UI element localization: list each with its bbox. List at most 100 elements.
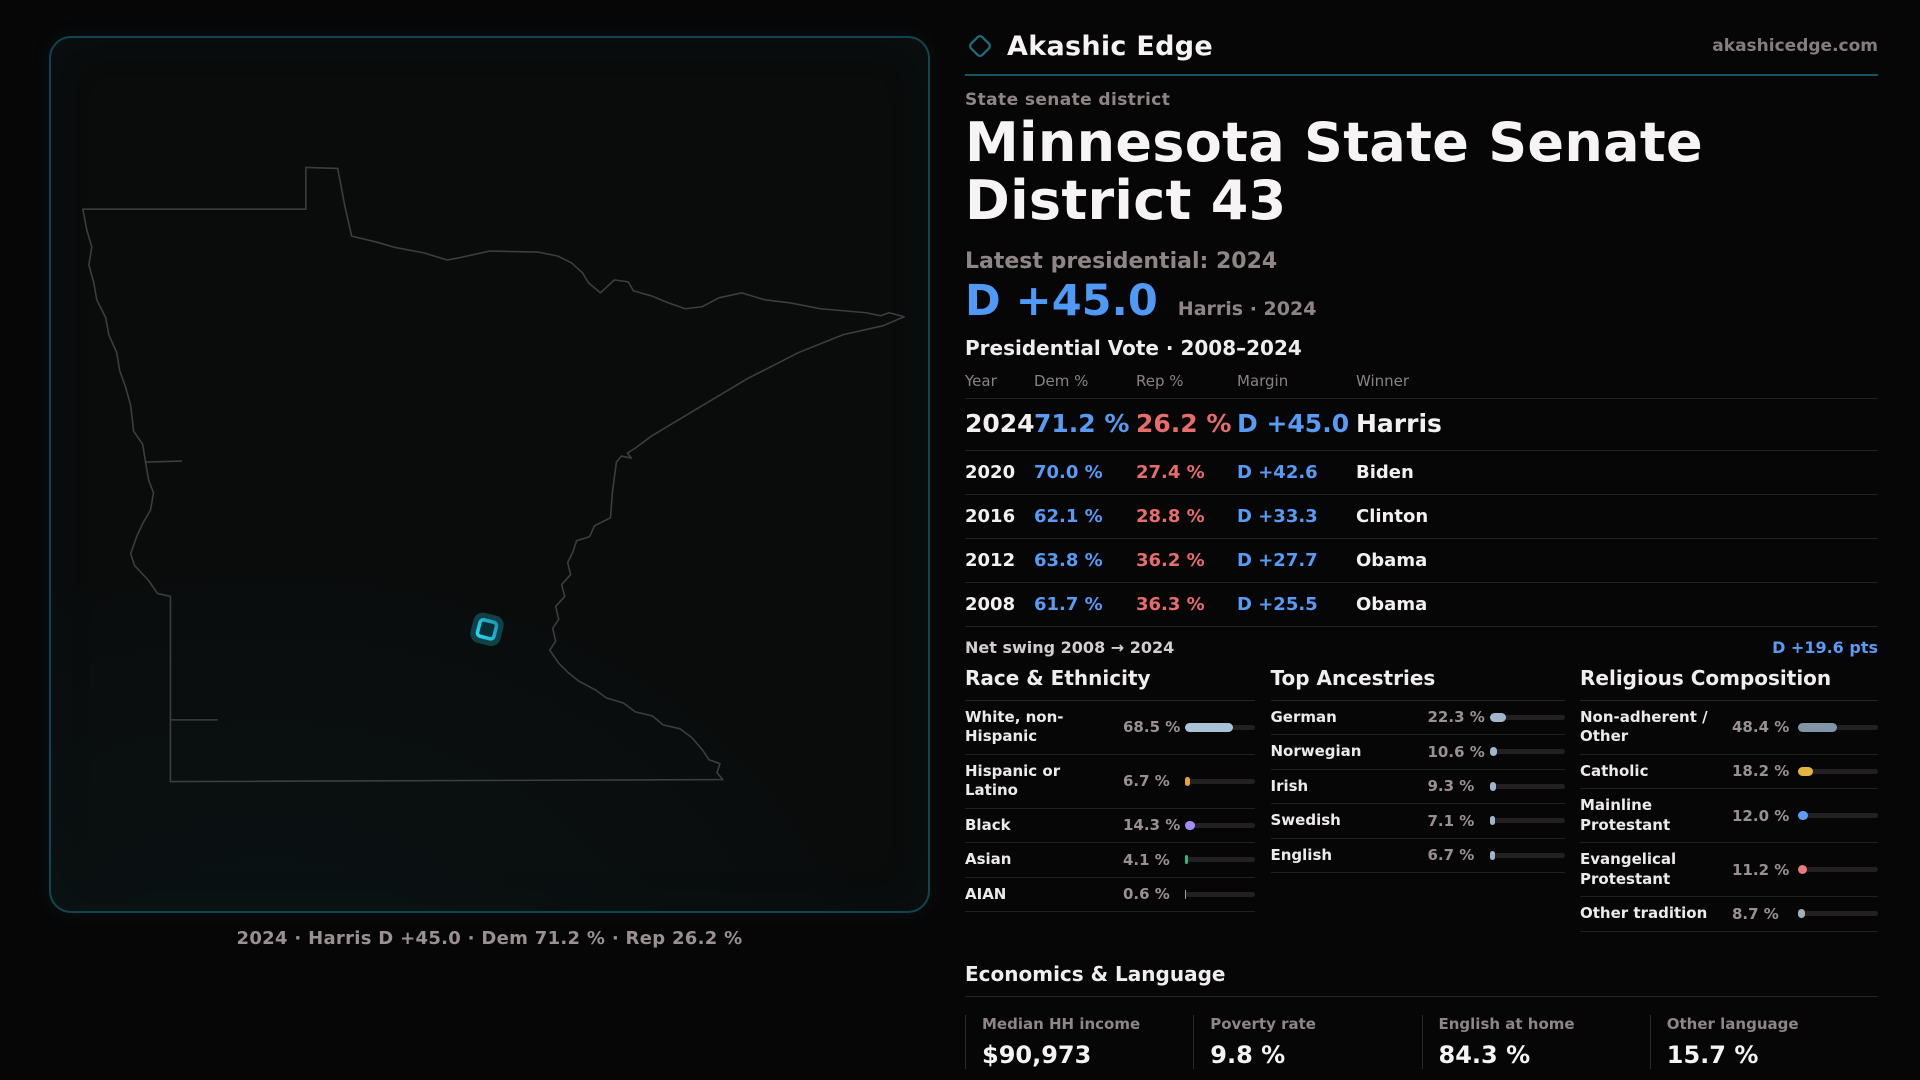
demo-bar-track (1489, 747, 1565, 757)
demo-value: 7.1 % (1427, 811, 1475, 830)
section-title-religious-composition: Religious Composition (1580, 666, 1878, 701)
demo-value: 14.3 % (1123, 816, 1181, 835)
demo-label: English (1270, 845, 1333, 864)
margin-value: D +45.0 (965, 275, 1158, 326)
econ-card-value: 15.7 % (1666, 1040, 1759, 1069)
vote-rep-pct: 36.3 % (1136, 593, 1205, 615)
vote-dem-pct: 63.8 % (1034, 549, 1103, 571)
net-swing-row: Net swing 2008 → 2024 D +19.6 pts (965, 627, 1878, 660)
econ-card: Median HH income $90,973 (965, 1014, 1193, 1069)
minnesota-map (82, 166, 905, 783)
vote-table: Year Dem % Rep % Margin Winner 2024 71.2 … (965, 368, 1878, 627)
demo-row: White, non-Hispanic 68.5 % (965, 701, 1255, 755)
demo-bar-fill (1185, 855, 1188, 865)
demo-bar-fill (1489, 781, 1497, 791)
demo-bar-fill (1489, 712, 1507, 722)
vote-winner: Obama (1356, 593, 1428, 615)
vote-dem-pct: 61.7 % (1034, 593, 1103, 615)
demo-bar-fill (1185, 776, 1190, 786)
vote-rows: 2024 71.2 % 26.2 % D +45.0 Harris 2020 70.0 % 2… (965, 399, 1878, 627)
state-outline (82, 166, 905, 783)
demo-bar-track (1489, 781, 1565, 791)
demo-label: Evangelical Protestant (1580, 850, 1677, 888)
demo-bar-track (1185, 889, 1255, 899)
demo-bar-fill (1489, 747, 1498, 757)
demo-value: 8.7 % (1732, 904, 1779, 923)
demo-bar-track (1489, 850, 1565, 860)
map-panel (49, 36, 930, 913)
vote-row-2024: 2024 71.2 % 26.2 % D +45.0 Harris (965, 399, 1878, 451)
vote-row-2012: 2012 63.8 % 36.2 % D +27.7 Obama (965, 539, 1878, 583)
demo-bar-fill (1798, 766, 1813, 776)
section-top-ancestries: Top Ancestries German 22.3 % Norwegian 10.6 … (1270, 666, 1565, 932)
demo-label: Irish (1270, 776, 1309, 795)
margin-row: D +45.0 Harris · 2024 (965, 276, 1878, 326)
content-column: Akashic Edge akashicedge.com State senat… (965, 0, 1878, 1080)
vote-year: 2012 (965, 549, 1016, 571)
map-caption: 2024 · Harris D +45.0 · Dem 71.2 % · Rep… (236, 928, 743, 949)
net-swing-label: Net swing 2008 → 2024 (965, 637, 1175, 657)
latest-presidential-label: Latest presidential: 2024 (965, 248, 1278, 274)
vote-year: 2008 (965, 593, 1016, 615)
demo-row: Other tradition 8.7 % (1580, 897, 1878, 932)
demographics-grid: Race & Ethnicity White, non-Hispanic 68.5 … (965, 666, 1878, 932)
diamond-icon (965, 30, 995, 62)
vote-table-caption: Presidential Vote · 2008–2024 (965, 335, 1302, 360)
demo-bar-track (1185, 722, 1255, 732)
demo-row: Non-adherent / Other 48.4 % (1580, 701, 1878, 755)
section-race-ethnicity: Race & Ethnicity White, non-Hispanic 68.5 … (965, 666, 1255, 932)
demo-bar-track (1798, 722, 1878, 732)
demo-label: Norwegian (1270, 742, 1362, 761)
demo-bar-track (1798, 865, 1878, 875)
demo-value: 48.4 % (1732, 718, 1790, 737)
vote-margin: D +27.7 (1237, 549, 1318, 571)
demo-bar-track (1798, 909, 1878, 919)
demo-label: Swedish (1270, 811, 1341, 830)
econ-card-label: English at home (1438, 1014, 1575, 1033)
vote-row-2016: 2016 62.1 % 28.8 % D +33.3 Clinton (965, 495, 1878, 539)
col-winner: Winner (1356, 371, 1410, 390)
demo-row: Norwegian 10.6 % (1270, 735, 1565, 770)
section-religious-composition: Religious Composition Non-adherent / Othe… (1580, 666, 1878, 932)
econ-card-label: Median HH income (982, 1014, 1141, 1033)
header-bar: Akashic Edge akashicedge.com (965, 30, 1878, 62)
econ-card: Poverty rate 9.8 % (1193, 1014, 1421, 1069)
vote-winner: Obama (1356, 549, 1428, 571)
demo-bar-track (1798, 811, 1878, 821)
demo-row: Asian 4.1 % (965, 843, 1255, 878)
vote-year: 2024 (965, 408, 1035, 438)
demo-bar-track (1798, 766, 1878, 776)
econ-card-value: 9.8 % (1210, 1040, 1286, 1069)
demo-row: Hispanic or Latino 6.7 % (965, 755, 1255, 809)
demo-bar-fill (1798, 722, 1837, 732)
vote-row-2020: 2020 70.0 % 27.4 % D +42.6 Biden (965, 451, 1878, 495)
page-kicker: State senate district (965, 90, 1171, 110)
vote-margin: D +42.6 (1237, 461, 1318, 483)
demo-value: 9.3 % (1427, 777, 1475, 796)
col-rep: Rep % (1136, 371, 1184, 390)
demo-row: German 22.3 % (1270, 701, 1565, 736)
econ-card: English at home 84.3 % (1421, 1014, 1650, 1069)
vote-winner: Biden (1356, 461, 1414, 483)
margin-context: Harris · 2024 (1177, 297, 1317, 320)
demo-row: Mainline Protestant 12.0 % (1580, 789, 1878, 844)
demo-row: English 6.7 % (1270, 839, 1565, 874)
demo-row: Swedish 7.1 % (1270, 804, 1565, 839)
page-title: Minnesota State Senate District 43 (965, 111, 1703, 233)
demo-value: 0.6 % (1123, 885, 1170, 904)
vote-table-header: Year Dem % Rep % Margin Winner (965, 368, 1878, 399)
demo-label: Other tradition (1580, 904, 1708, 923)
demo-bar-fill (1489, 850, 1495, 860)
demo-bar-track (1489, 816, 1565, 826)
demo-label: Non-adherent / Other (1580, 707, 1708, 746)
demo-bar-fill (1798, 865, 1807, 875)
economics-title: Economics & Language (965, 962, 1878, 997)
demo-bar-fill (1185, 820, 1195, 830)
site-link[interactable]: akashicedge.com (1712, 36, 1878, 56)
net-swing-value: D +19.6 pts (1772, 637, 1878, 657)
demo-label: Catholic (1580, 761, 1649, 780)
vote-rep-pct: 26.2 % (1136, 408, 1232, 438)
demo-value: 4.1 % (1123, 850, 1170, 869)
demo-value: 68.5 % (1123, 718, 1181, 737)
